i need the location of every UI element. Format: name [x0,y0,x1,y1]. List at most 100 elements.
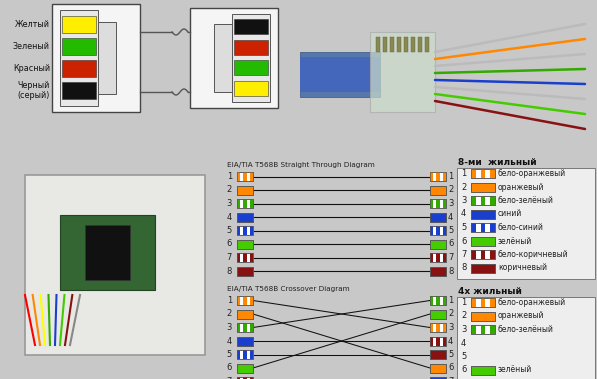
Text: бело-синий: бело-синий [498,223,544,232]
Text: 6: 6 [461,365,466,374]
Bar [443,323,446,332]
Bar [490,250,495,259]
Bar [481,223,485,232]
Text: бело-зелёный: бело-зелёный [498,196,554,205]
Bar [481,325,485,334]
Bar [471,263,495,273]
Bar [481,169,485,178]
Bar [232,14,270,102]
Bar [237,253,253,262]
Bar [25,175,205,355]
Bar [430,323,446,332]
Bar [471,298,495,307]
Text: Зеленый: Зеленый [13,42,50,51]
Bar [471,196,495,205]
Bar [471,298,495,307]
Bar [237,172,240,181]
Bar [237,240,253,249]
Bar [214,24,232,92]
Bar [190,8,278,108]
Bar [430,337,446,346]
Bar [443,226,446,235]
Text: 5: 5 [448,226,453,235]
Bar [430,253,446,262]
Bar [237,337,253,346]
Bar [430,240,446,249]
Bar [237,172,253,181]
Bar [471,169,476,178]
Bar [436,296,439,305]
Bar [490,298,495,307]
Bar [430,323,433,332]
Bar [430,363,446,373]
Text: 4: 4 [461,338,466,348]
Text: бело-оранжевый: бело-оранжевый [498,298,566,307]
Bar [250,253,253,262]
Bar [430,350,446,359]
Bar [481,196,485,205]
Bar [237,323,253,332]
Bar [471,250,476,259]
Text: Красный: Красный [13,64,50,73]
Bar [430,253,446,262]
Text: 3: 3 [227,199,232,208]
Bar [443,296,446,305]
Bar [237,350,253,359]
Bar [430,296,446,305]
Text: 8: 8 [227,266,232,276]
Bar [471,236,495,246]
Bar [471,250,495,259]
Bar [237,310,253,318]
Bar [237,226,240,235]
Bar [237,377,240,379]
Text: 2: 2 [448,185,453,194]
Bar [237,350,253,359]
Bar [436,226,439,235]
Bar [237,337,253,346]
Text: 4х жильный: 4х жильный [458,287,522,296]
Bar [430,185,446,194]
Bar [244,172,247,181]
Bar [430,240,446,249]
Bar [98,22,116,94]
Text: 6: 6 [448,240,453,249]
Bar [430,226,446,235]
Text: 8: 8 [461,263,466,273]
Bar [430,199,446,208]
Bar [244,377,247,379]
Bar [244,350,247,359]
Text: 3: 3 [227,323,232,332]
Bar [430,172,446,181]
Bar [60,10,98,106]
Bar [471,365,495,374]
Text: 4: 4 [461,210,466,219]
Bar [237,266,253,276]
Bar [471,325,495,334]
Bar [471,210,495,219]
Text: 4: 4 [227,337,232,346]
Bar [430,296,433,305]
Text: бело-оранжевый: бело-оранжевый [498,169,566,178]
Bar [85,225,130,280]
Bar [430,266,446,276]
Bar [237,185,253,194]
Bar [430,213,446,221]
Text: 8: 8 [448,266,453,276]
Bar [471,263,495,273]
Bar [471,223,495,232]
Bar [430,323,446,332]
Text: 4: 4 [448,337,453,346]
Bar [430,226,433,235]
Bar [237,240,253,249]
Bar [430,377,446,379]
Bar [457,297,595,379]
Bar [52,4,140,112]
Bar [244,253,247,262]
Bar [443,253,446,262]
Bar [237,199,240,208]
Bar [237,172,253,181]
Bar [457,168,595,279]
Text: 6: 6 [461,236,466,246]
Text: 5: 5 [227,350,232,359]
Bar [471,298,476,307]
